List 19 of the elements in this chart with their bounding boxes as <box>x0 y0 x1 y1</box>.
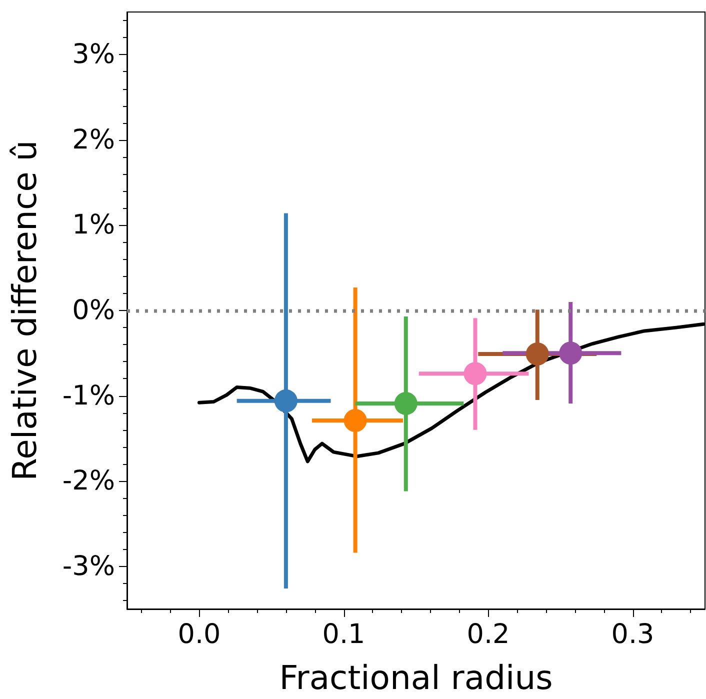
point <box>526 342 549 366</box>
point <box>394 392 418 415</box>
y-axis-title: Relative difference û <box>5 140 44 481</box>
x-tick-label: 0.3 <box>611 619 654 650</box>
x-tick-label: 0.2 <box>466 619 510 650</box>
x-tick-label: 0.0 <box>178 619 221 650</box>
y-tick-label: -1% <box>62 380 115 412</box>
y-tick-label: 1% <box>72 210 115 241</box>
y-tick-label: 3% <box>72 39 115 70</box>
x-tick-label: 0.1 <box>322 619 366 650</box>
point <box>559 342 582 365</box>
point <box>344 409 367 432</box>
y-tick-label: -3% <box>62 550 115 582</box>
x-axis-title: Fractional radius <box>279 658 553 697</box>
y-tick-label: 0% <box>72 295 115 326</box>
y-tick-label: -2% <box>62 466 115 497</box>
point <box>274 389 298 412</box>
y-tick-label: 2% <box>72 124 115 156</box>
point <box>464 362 487 386</box>
